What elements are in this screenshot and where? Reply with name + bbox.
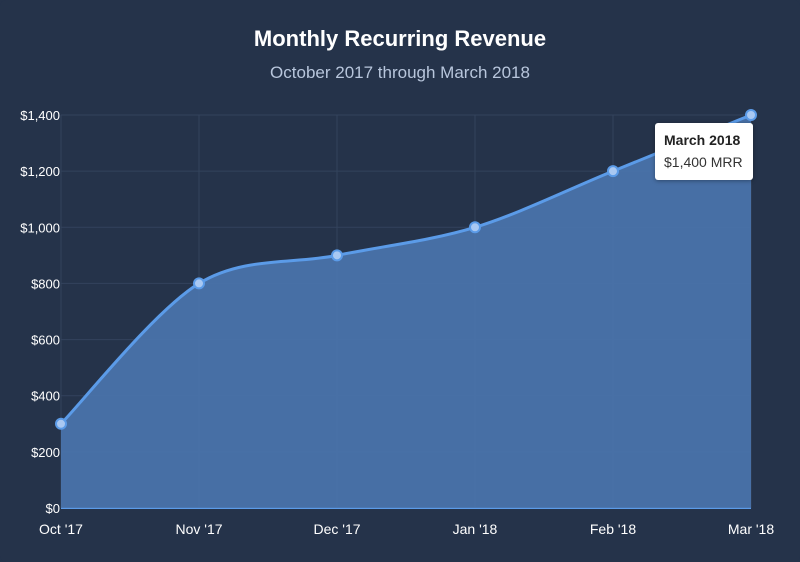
- series-line: [59, 113, 752, 425]
- x-axis: Oct '17 Nov '17 Dec '17 Jan '18 Feb '18 Mar '…: [39, 521, 774, 537]
- data-point[interactable]: [607, 165, 619, 178]
- data-point[interactable]: [331, 249, 343, 262]
- y-tick-label: $1,200: [20, 164, 60, 179]
- chart-subtitle: October 2017 through March 2018: [270, 63, 530, 82]
- x-tick-label: Mar '18: [728, 521, 774, 537]
- y-tick-label: $600: [31, 333, 60, 348]
- x-tick-label: Feb '18: [590, 521, 636, 537]
- series-area: [61, 115, 751, 508]
- chart-title: Monthly Recurring Revenue: [253, 26, 547, 51]
- data-point[interactable]: [745, 109, 757, 121]
- y-tick-label: $1,000: [20, 220, 60, 235]
- data-tooltip: March 2018 $1,400 MRR: [655, 123, 753, 180]
- data-point[interactable]: [469, 221, 481, 234]
- tooltip-value: $1,400 MRR: [664, 154, 743, 170]
- y-axis: $0 $200 $400 $600 $800 $1,000 $1,200 $1,400: [20, 108, 60, 516]
- y-tick-label: $0: [46, 501, 60, 516]
- x-tick-label: Nov '17: [175, 521, 222, 537]
- y-tick-label: $400: [31, 389, 60, 404]
- data-points: [55, 109, 757, 430]
- y-tick-label: $800: [31, 276, 60, 291]
- y-tick-label: $200: [31, 445, 60, 460]
- data-point[interactable]: [55, 417, 67, 430]
- x-tick-label: Jan '18: [453, 521, 498, 537]
- data-point[interactable]: [193, 277, 205, 290]
- tooltip-title: March 2018: [664, 132, 741, 148]
- y-tick-label: $1,400: [20, 108, 60, 123]
- x-tick-label: Oct '17: [39, 521, 83, 537]
- x-tick-label: Dec '17: [313, 521, 360, 537]
